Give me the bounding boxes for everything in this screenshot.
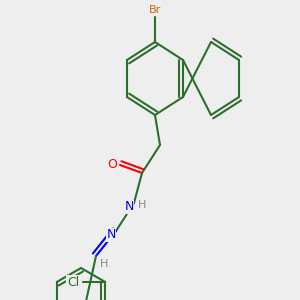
Text: H: H: [138, 200, 146, 210]
Text: H: H: [100, 259, 108, 269]
Text: Cl: Cl: [67, 275, 80, 289]
Text: Br: Br: [149, 5, 161, 15]
Text: O: O: [107, 158, 117, 172]
Text: N: N: [124, 200, 134, 214]
Text: N: N: [106, 229, 116, 242]
